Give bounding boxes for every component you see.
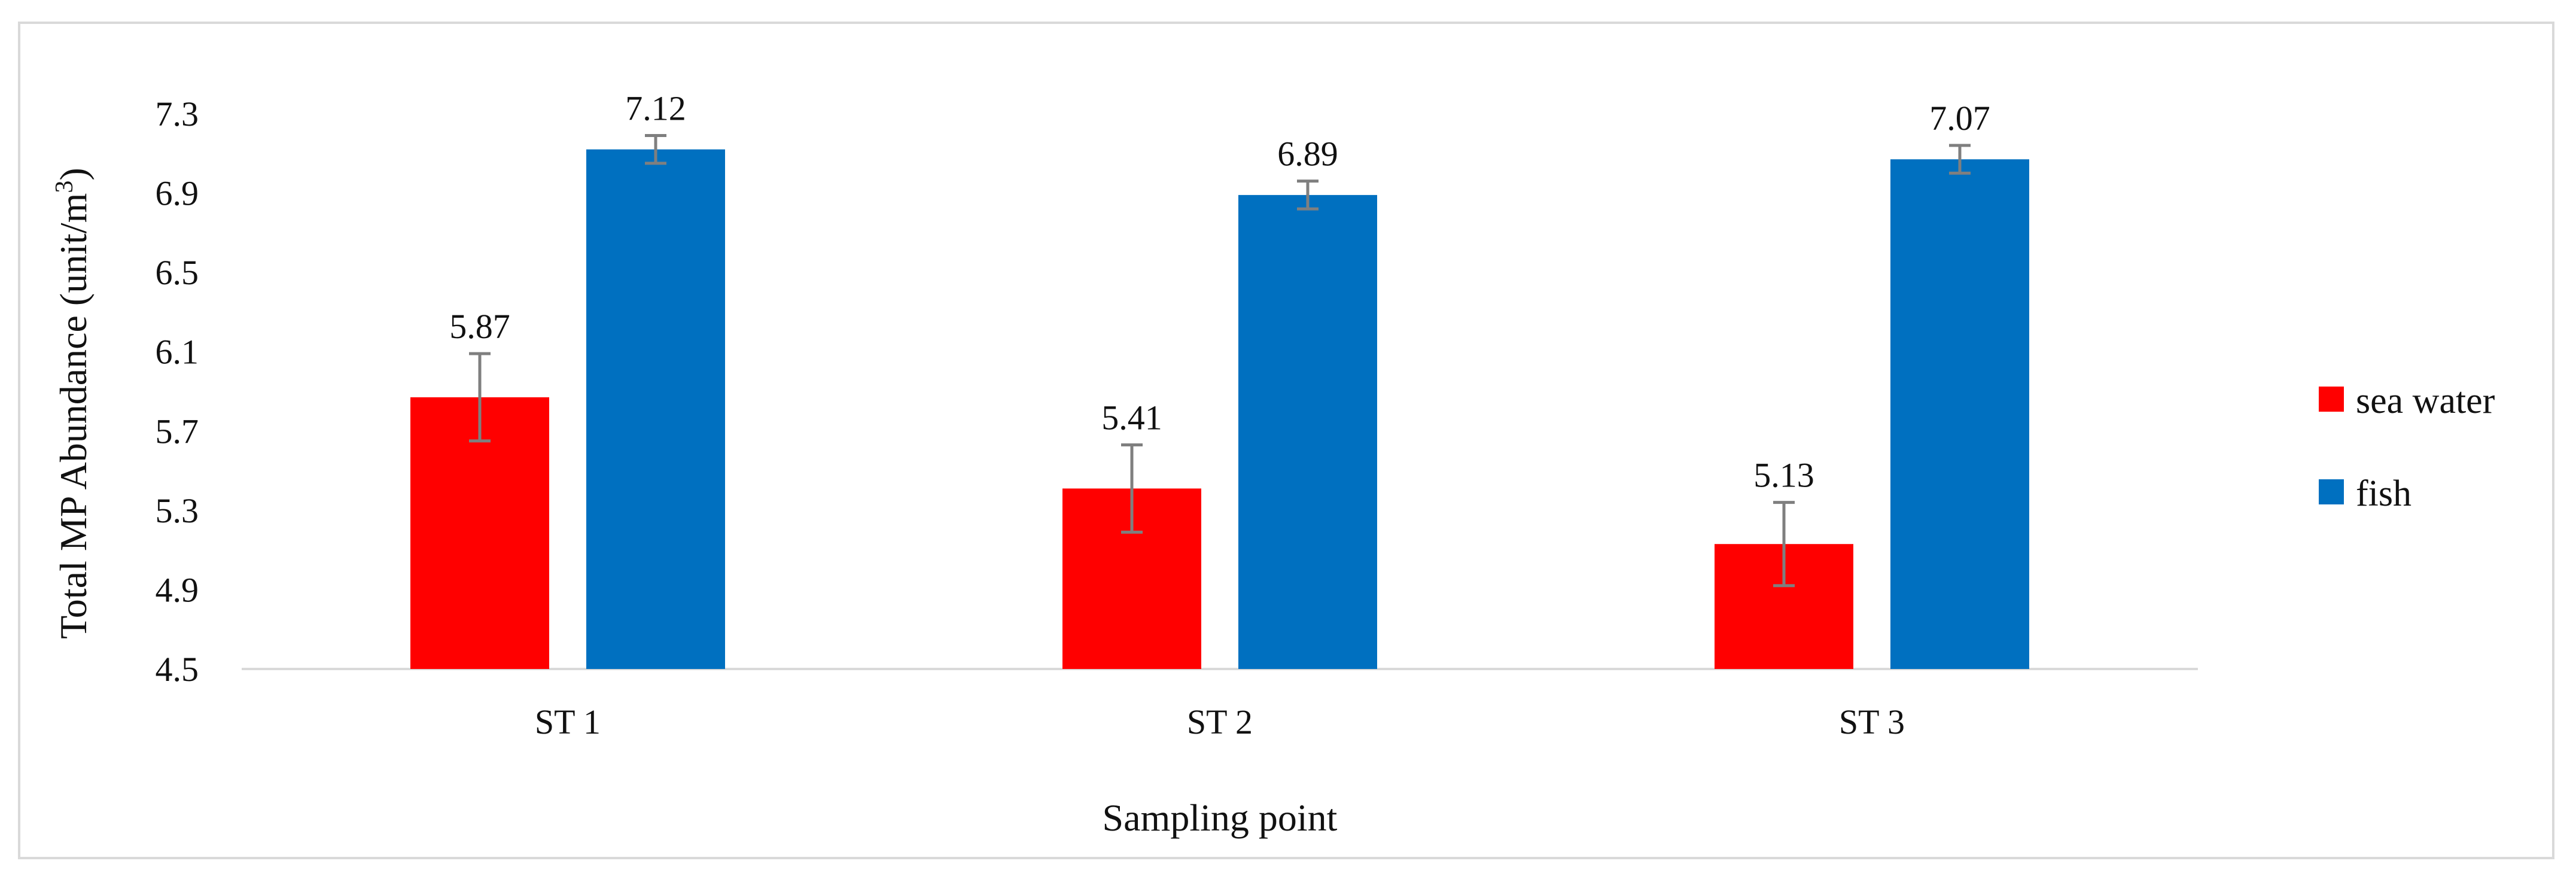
data-labels: 5.87 7.12 5.41 6.89 5.13 7.07	[449, 89, 1990, 494]
error-bars	[469, 133, 1971, 588]
bar	[1238, 194, 1377, 669]
legend: sea water fish	[2319, 381, 2495, 514]
error-bar	[1297, 180, 1319, 211]
error-bar	[1949, 144, 1971, 175]
y-axis-title-main: Total MP Abundance (unit/m	[52, 193, 95, 639]
y-tick-label: 5.7	[156, 412, 199, 451]
legend-item: fish	[2319, 473, 2411, 514]
error-bar	[1121, 443, 1143, 534]
bar	[410, 397, 549, 669]
y-axis-title-superscript: 3	[51, 181, 78, 193]
chart-frame: 4.5 4.9 5.3 5.7 6.1 6.5 6.9 7.3 5.87 7.12 5.41 6.8…	[18, 22, 2554, 859]
error-bar	[1773, 501, 1795, 588]
x-axis-ticks: ST 1 ST 2 ST 3	[535, 702, 1905, 741]
y-tick-label: 6.5	[156, 253, 199, 292]
data-label: 7.07	[1929, 99, 1990, 138]
data-label: 5.41	[1101, 398, 1162, 437]
y-axis-ticks: 4.5 4.9 5.3 5.7 6.1 6.5 6.9 7.3	[156, 95, 199, 689]
x-tick-label: ST 3	[1839, 702, 1905, 741]
y-tick-label: 6.1	[156, 333, 199, 372]
legend-item: sea water	[2319, 381, 2495, 421]
data-label: 5.87	[449, 307, 510, 346]
bars	[410, 149, 2029, 669]
data-label: 7.12	[625, 89, 686, 127]
legend-swatch	[2319, 479, 2344, 504]
bar	[586, 149, 725, 669]
y-tick-label: 6.9	[156, 174, 199, 213]
y-axis-title: Total MP Abundance (unit/m3)	[51, 168, 95, 638]
error-bar	[469, 352, 491, 443]
y-tick-label: 7.3	[156, 95, 199, 133]
error-bar	[645, 133, 666, 165]
y-tick-label: 5.3	[156, 491, 199, 530]
y-axis-title-close: )	[52, 168, 95, 180]
data-label: 6.89	[1277, 135, 1338, 174]
y-tick-label: 4.5	[156, 650, 199, 689]
x-axis-title: Sampling point	[1103, 796, 1338, 839]
legend-label: sea water	[2356, 381, 2495, 421]
x-tick-label: ST 2	[1187, 702, 1253, 741]
legend-label: fish	[2356, 473, 2411, 514]
y-tick-label: 4.9	[156, 570, 199, 609]
bar-chart: 4.5 4.9 5.3 5.7 6.1 6.5 6.9 7.3 5.87 7.12 5.41 6.8…	[51, 89, 2495, 839]
legend-swatch	[2319, 387, 2344, 412]
bar	[1890, 159, 2029, 669]
data-label: 5.13	[1753, 456, 1814, 495]
x-tick-label: ST 1	[535, 702, 601, 741]
